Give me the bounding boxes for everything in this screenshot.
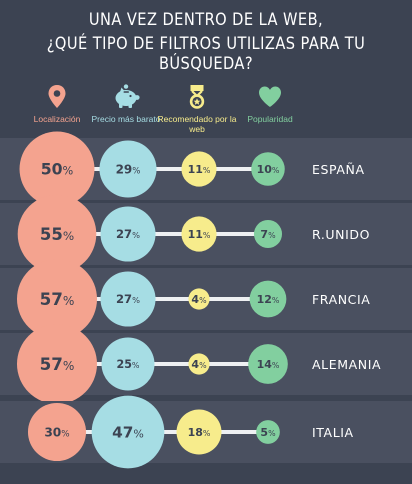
country-label-alemania: ALEMANIA bbox=[312, 357, 381, 372]
bubble-francia-precio-mas-barato bbox=[100, 271, 156, 327]
bubble-label-r-unido-precio-mas-barato: 27% bbox=[116, 227, 140, 241]
bubble-italia-precio-mas-barato bbox=[91, 395, 165, 469]
bubble-r-unido-popularidad bbox=[253, 219, 283, 249]
bubble-label-francia-localizacion: 57% bbox=[40, 289, 75, 309]
bubble-label-alemania-localizacion: 57% bbox=[40, 354, 75, 374]
bubble-alemania-popularidad bbox=[248, 344, 288, 384]
piggy-bank-icon bbox=[115, 84, 140, 108]
legend-label-recomendado: Recomendado por la web bbox=[157, 114, 237, 134]
bubble-espana-localizacion bbox=[19, 131, 95, 207]
bubble-espana-recomendado-por-la-web bbox=[181, 151, 217, 187]
country-label-francia: FRANCIA bbox=[312, 292, 370, 307]
legend-item-recomendado: Recomendado por la web bbox=[152, 84, 242, 134]
bubble-francia-popularidad bbox=[249, 280, 287, 318]
bubble-label-espana-recomendado-por-la-web: 11% bbox=[188, 163, 211, 176]
bubble-label-alemania-recomendado-por-la-web: 4% bbox=[191, 358, 207, 371]
bubble-espana-popularidad bbox=[251, 152, 285, 186]
bubble-r-unido-recomendado-por-la-web bbox=[181, 216, 217, 252]
medal-icon bbox=[189, 85, 205, 109]
bubble-francia-localizacion bbox=[16, 258, 98, 340]
bubble-label-espana-localizacion: 50% bbox=[41, 160, 74, 179]
bubble-label-r-unido-recomendado-por-la-web: 11% bbox=[188, 228, 211, 241]
location-pin-icon bbox=[48, 85, 66, 108]
bubble-alemania-recomendado-por-la-web bbox=[188, 353, 210, 375]
legend-item-popularidad: Popularidad bbox=[225, 84, 315, 124]
legend-label-precio: Precio más barato bbox=[91, 114, 161, 124]
bubble-label-r-unido-localizacion: 55% bbox=[40, 225, 74, 244]
country-label-espana: ESPAÑA bbox=[312, 162, 365, 177]
bubble-r-unido-precio-mas-barato bbox=[100, 206, 156, 262]
bubble-francia-recomendado-por-la-web bbox=[188, 288, 210, 310]
bubble-alemania-precio-mas-barato bbox=[101, 337, 155, 391]
bubble-label-francia-recomendado-por-la-web: 4% bbox=[191, 293, 207, 306]
bubble-label-italia-localizacion: 30% bbox=[44, 425, 69, 439]
country-label-r-unido: R.UNIDO bbox=[312, 227, 370, 242]
bubble-label-francia-popularidad: 12% bbox=[257, 293, 280, 306]
legend-item-localizacion: Localización bbox=[12, 84, 102, 124]
bubble-italia-recomendado-por-la-web bbox=[176, 409, 222, 455]
legend-label-popularidad: Popularidad bbox=[247, 114, 293, 124]
legend-item-precio: Precio más barato bbox=[81, 84, 171, 124]
bubble-label-r-unido-popularidad: 7% bbox=[260, 228, 276, 241]
legend-label-localizacion: Localización bbox=[33, 114, 81, 124]
bubble-label-alemania-precio-mas-barato: 25% bbox=[116, 358, 139, 371]
country-label-italia: ITALIA bbox=[312, 425, 354, 440]
heart-icon bbox=[259, 86, 281, 107]
bubble-italia-popularidad bbox=[256, 420, 280, 444]
bubble-espana-precio-mas-barato bbox=[99, 140, 157, 198]
chart-title-line-2: ¿QUÉ TIPO DE FILTROS UTILIZAS PARA TU BÚ… bbox=[46, 34, 366, 74]
bubble-label-italia-recomendado-por-la-web: 18% bbox=[188, 426, 211, 439]
bubble-label-francia-precio-mas-barato: 27% bbox=[116, 292, 140, 306]
bubble-label-espana-popularidad: 10% bbox=[257, 163, 280, 176]
bubble-label-alemania-popularidad: 14% bbox=[257, 358, 280, 371]
bubble-label-italia-precio-mas-barato: 47% bbox=[112, 423, 144, 441]
bubble-label-espana-precio-mas-barato: 29% bbox=[116, 162, 141, 176]
chart-title-line-1: UNA VEZ DENTRO DE LA WEB, bbox=[88, 10, 324, 30]
bubble-italia-localizacion bbox=[27, 402, 87, 462]
bubble-label-italia-popularidad: 5% bbox=[260, 426, 276, 439]
bubble-alemania-localizacion bbox=[16, 323, 98, 405]
bubble-r-unido-localizacion bbox=[17, 194, 97, 274]
